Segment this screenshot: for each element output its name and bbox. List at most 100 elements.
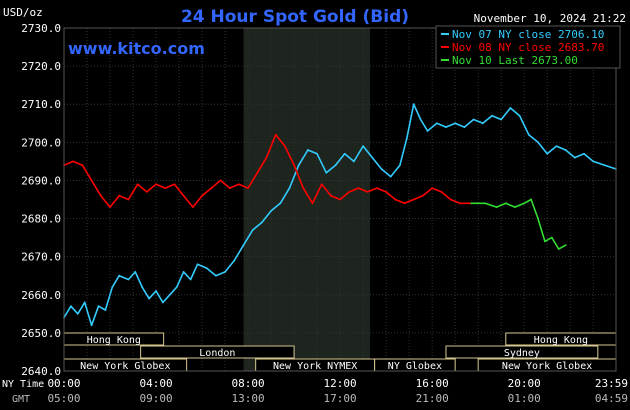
series-point-1	[201, 194, 204, 197]
series-point-2	[484, 202, 486, 205]
trading-hours-highlight	[243, 28, 371, 371]
x-row-label-gmt: GMT	[12, 394, 30, 405]
series-point-0	[546, 152, 549, 155]
series-point-0	[155, 290, 157, 292]
series-point-0	[233, 259, 236, 262]
chart-title: 24 Hour Spot Gold (Bid)	[181, 7, 409, 27]
market-session-label: New York NYMEX	[273, 361, 357, 372]
market-session-label: NY Globex	[388, 361, 442, 372]
series-point-0	[141, 286, 144, 289]
y-tick-label: 2700.0	[21, 136, 61, 149]
series-point-0	[118, 274, 121, 277]
series-point-0	[435, 122, 438, 125]
series-point-1	[256, 171, 259, 174]
series-point-2	[530, 198, 532, 201]
x-tick-label-ny: 12:00	[324, 377, 357, 390]
series-point-1	[173, 183, 176, 186]
series-line-0	[63, 103, 617, 327]
series-point-2	[537, 217, 539, 220]
series-point-2	[470, 202, 473, 205]
series-point-0	[472, 118, 475, 121]
x-tick-label-gmt: 04:59	[595, 392, 628, 405]
legend-entry: Nov 07 NY close 2706.10	[452, 28, 604, 41]
series-point-0	[555, 145, 558, 148]
series-point-0	[76, 312, 79, 315]
x-tick-label-gmt: 05:00	[47, 392, 80, 405]
series-point-1	[72, 160, 75, 163]
series-point-1	[182, 194, 185, 197]
series-point-0	[399, 164, 401, 167]
market-session-label: Hong Kong	[534, 335, 588, 346]
x-tick-label-gmt: 21:00	[416, 392, 449, 405]
series-point-0	[127, 278, 130, 281]
series-point-1	[81, 164, 84, 167]
x-tick-label-ny: 08:00	[232, 377, 265, 390]
x-tick-label-ny: 16:00	[416, 377, 449, 390]
series-point-1	[136, 183, 139, 186]
x-tick-label-ny: 20:00	[508, 377, 541, 390]
series-point-0	[215, 274, 217, 277]
series-point-0	[343, 152, 346, 155]
series-point-1	[99, 194, 102, 197]
series-point-0	[527, 133, 530, 136]
series-point-1	[90, 179, 93, 182]
series-point-0	[288, 187, 291, 190]
series-point-0	[380, 168, 383, 170]
market-session-label: London	[199, 348, 235, 359]
series-point-0	[205, 267, 208, 269]
series-point-0	[297, 164, 300, 167]
series-point-0	[111, 286, 114, 289]
timestamp: November 10, 2024 21:22	[474, 12, 626, 25]
series-point-0	[573, 156, 576, 159]
series-point-1	[320, 183, 323, 186]
series-point-1	[376, 187, 378, 190]
series-line-2	[471, 198, 566, 250]
series-point-0	[148, 297, 151, 300]
series-point-1	[366, 191, 369, 193]
series-point-0	[104, 309, 107, 311]
series-point-0	[463, 126, 466, 128]
series-point-1	[228, 187, 231, 190]
series-point-1	[330, 194, 332, 197]
x-tick-label-gmt: 17:00	[324, 392, 357, 405]
x-row-label-ny: NY Time	[2, 379, 44, 390]
series-point-1	[247, 187, 250, 190]
unit-label: USD/oz	[3, 6, 43, 19]
series-point-0	[481, 122, 484, 125]
series-point-0	[83, 301, 86, 304]
series-point-0	[168, 293, 171, 296]
series-point-1	[164, 187, 167, 190]
series-point-0	[509, 107, 512, 109]
market-session-label: Sydney	[504, 348, 540, 359]
y-tick-label: 2670.0	[21, 251, 61, 264]
series-point-2	[557, 248, 560, 250]
series-point-2	[564, 244, 567, 247]
legend-entry: Nov 10 Last 2673.00	[452, 54, 578, 67]
series-point-1	[422, 194, 424, 197]
y-tick-label: 2650.0	[21, 327, 61, 340]
plot-frame	[63, 27, 617, 372]
series-point-0	[251, 229, 254, 231]
series-point-0	[426, 130, 429, 132]
series-point-0	[325, 171, 328, 174]
series-point-0	[592, 160, 595, 163]
series-point-0	[389, 175, 392, 178]
series-point-1	[302, 187, 305, 190]
x-tick-label-gmt: 01:00	[508, 392, 541, 405]
x-tick-label-ny: 23:59	[595, 377, 628, 390]
y-tick-label: 2690.0	[21, 174, 61, 187]
series-point-1	[210, 187, 213, 190]
y-tick-label: 2730.0	[21, 22, 61, 35]
market-session-bar	[140, 345, 295, 359]
x-tick-label-ny: 00:00	[47, 377, 80, 390]
market-session-label: New York Globex	[502, 361, 592, 372]
series-point-1	[127, 198, 130, 201]
market-session-label: Hong Kong	[87, 335, 141, 346]
series-point-1	[238, 183, 240, 186]
market-session-bar	[445, 345, 599, 359]
series-point-0	[175, 286, 178, 289]
series-point-1	[348, 191, 351, 193]
series-point-0	[353, 160, 355, 163]
